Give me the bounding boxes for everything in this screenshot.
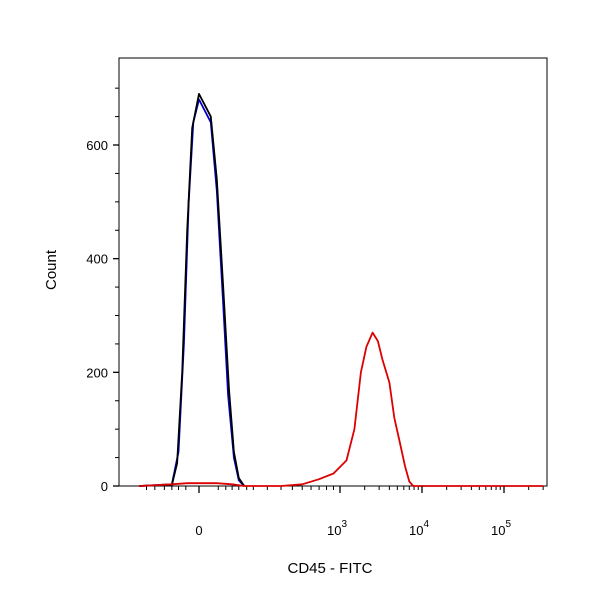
black-series-line xyxy=(138,93,245,487)
x-tick-label: 105 xyxy=(491,519,511,538)
series-layer xyxy=(138,93,544,487)
y-tick-label: 0 xyxy=(101,479,108,494)
y-axis-label: Count xyxy=(43,249,60,290)
red-series-line xyxy=(138,331,544,487)
x-tick-label: 103 xyxy=(327,519,347,538)
y-tick-label: 400 xyxy=(86,252,108,267)
x-tick-label: 104 xyxy=(409,519,429,538)
y-tick-label: 200 xyxy=(86,365,108,380)
x-tick-label: 0 xyxy=(195,523,202,538)
tick-layer: 0 200 400 600 0 103 104 105 xyxy=(86,138,511,538)
x-axis-label: CD45 - FITC xyxy=(287,560,372,577)
plot-frame xyxy=(118,57,548,487)
y-tick-label: 600 xyxy=(86,138,108,153)
